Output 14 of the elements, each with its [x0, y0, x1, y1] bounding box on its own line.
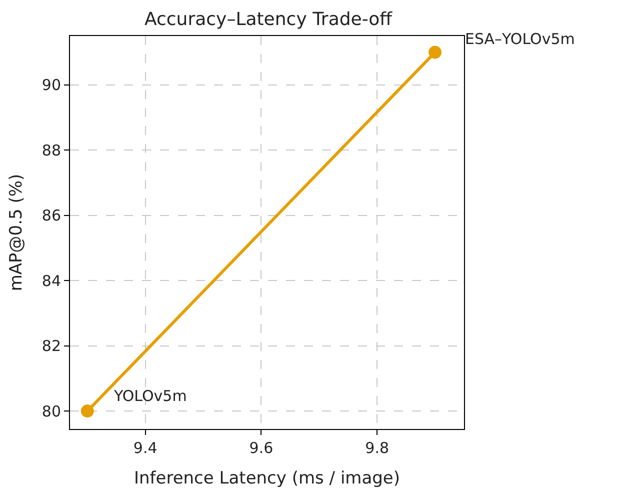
y-tick-label: 90	[42, 76, 61, 94]
y-tick-label: 84	[42, 272, 61, 290]
y-tick-label: 86	[42, 206, 61, 225]
x-tick-label: 9.6	[249, 439, 274, 457]
x-tick-label: 9.8	[365, 439, 390, 457]
y-tick-label: 80	[42, 402, 61, 420]
x-tick-label: 9.4	[133, 439, 158, 457]
y-tick-label: 88	[42, 141, 61, 160]
y-axis-title: mAP@0.5 (%)	[6, 174, 26, 292]
chart-title: Accuracy–Latency Trade-off	[144, 9, 393, 30]
x-axis-title: Inference Latency (ms / image)	[134, 468, 400, 488]
y-tick-label: 82	[42, 337, 61, 356]
annotation: YOLOv5m	[113, 387, 187, 405]
annotation: ESA–YOLOv5m	[465, 30, 575, 48]
